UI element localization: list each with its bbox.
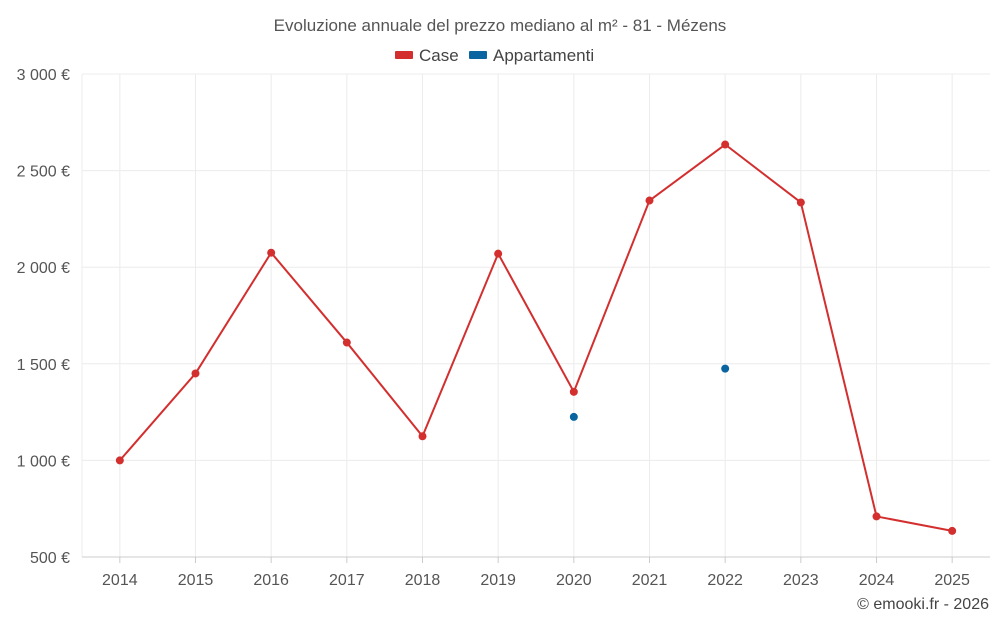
series [115,140,957,535]
x-tick-label: 2019 [480,572,516,589]
data-point[interactable] [721,364,730,373]
x-tick-label: 2020 [556,572,592,589]
y-tick-label: 2 500 € [17,164,70,181]
y-tick-label: 1 500 € [17,357,70,374]
x-tick-label: 2021 [632,572,668,589]
data-point[interactable] [191,369,200,378]
data-point[interactable] [418,432,427,441]
data-point[interactable] [267,248,276,257]
data-point[interactable] [569,412,578,421]
x-tick-label: 2024 [859,572,895,589]
data-point[interactable] [645,196,654,205]
legend: Case Appartamenti [395,46,594,65]
x-tick-label: 2015 [178,572,214,589]
axes: 500 € 1 000 € 1 500 € 2 000 € 2 500 € 3 000 €… [17,67,990,589]
legend-item-case[interactable]: Case [395,46,459,65]
data-point[interactable] [569,387,578,396]
x-tick-label: 2025 [934,572,970,589]
legend-swatch-appartamenti [469,51,487,59]
legend-item-appartamenti[interactable]: Appartamenti [469,46,594,65]
y-tick-label: 1 000 € [17,453,70,470]
x-tick-label: 2017 [329,572,365,589]
x-tick-label: 2022 [707,572,743,589]
data-point[interactable] [796,198,805,207]
data-point[interactable] [494,249,503,258]
legend-label-appartamenti: Appartamenti [493,46,594,65]
y-tick-label: 2 000 € [17,260,70,277]
legend-label-case: Case [419,46,459,65]
data-point[interactable] [948,526,957,535]
x-tick-label: 2014 [102,572,138,589]
grid [81,73,990,557]
data-point[interactable] [872,512,881,521]
credit-text: © emooki.fr - 2026 [857,596,989,613]
y-tick-label: 500 € [30,550,70,567]
chart-title: Evoluzione annuale del prezzo mediano al… [274,16,727,35]
series-case [115,140,957,535]
x-tick-label: 2016 [253,572,289,589]
series-appartamenti [569,364,730,421]
x-tick-label: 2018 [405,572,441,589]
y-tick-label: 3 000 € [17,67,70,84]
x-tick-label: 2023 [783,572,819,589]
data-point[interactable] [721,140,730,149]
data-point[interactable] [115,456,124,465]
legend-swatch-case [395,51,413,59]
series-line [118,143,954,532]
data-point[interactable] [342,338,351,347]
